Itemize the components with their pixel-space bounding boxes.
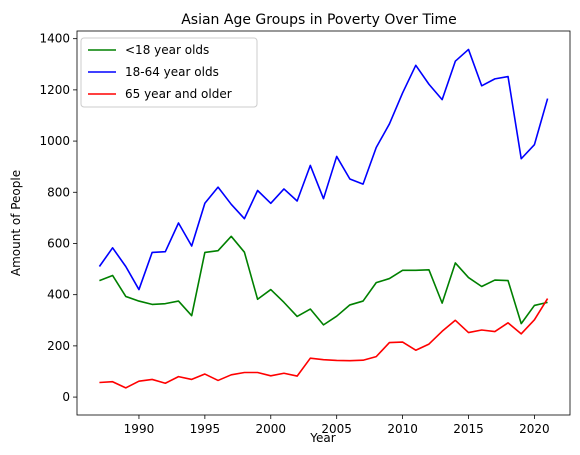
y-tick-label: 0	[62, 390, 70, 404]
legend: <18 year olds 18-64 year olds 65 year an…	[80, 37, 258, 108]
x-tick-label: 1990	[124, 422, 155, 436]
legend-item: 18-64 year olds	[88, 65, 219, 79]
x-tick-label: 1995	[190, 422, 221, 436]
x-tick-label: 2020	[519, 422, 550, 436]
legend-box	[80, 37, 258, 108]
series-line-1	[98, 48, 549, 291]
x-tick-label: 2010	[387, 422, 418, 436]
legend-label-65-plus: 65 year and older	[125, 87, 232, 101]
legend-label-18-64: 18-64 year olds	[125, 65, 219, 79]
y-tick-label: 800	[47, 185, 70, 199]
x-axis: 1990 1995 2000 2005 2010 2015 2020	[124, 415, 550, 436]
y-tick-label: 400	[47, 288, 70, 302]
y-axis-label: Amount of People	[9, 170, 23, 276]
chart-title: Asian Age Groups in Poverty Over Time	[181, 12, 457, 28]
plot-lines	[98, 48, 549, 389]
y-tick-label: 1000	[39, 134, 70, 148]
series-line-2	[99, 298, 549, 389]
x-tick-label: 2015	[453, 422, 484, 436]
legend-item: 65 year and older	[88, 87, 232, 101]
y-tick-label: 1200	[39, 83, 70, 97]
x-tick-label: 2005	[321, 422, 352, 436]
x-tick-label: 2000	[255, 422, 286, 436]
legend-label-under-18: <18 year olds	[125, 43, 209, 57]
y-tick-label: 1400	[39, 32, 70, 46]
y-tick-label: 200	[47, 339, 70, 353]
legend-item: <18 year olds	[88, 43, 209, 57]
y-tick-label: 600	[47, 236, 70, 250]
series-line-0	[99, 235, 548, 326]
plot-area-frame	[76, 30, 571, 416]
x-axis-label: Year	[309, 431, 335, 445]
y-axis: 0 200 400 600 800 1000 1200 1400	[39, 32, 77, 404]
